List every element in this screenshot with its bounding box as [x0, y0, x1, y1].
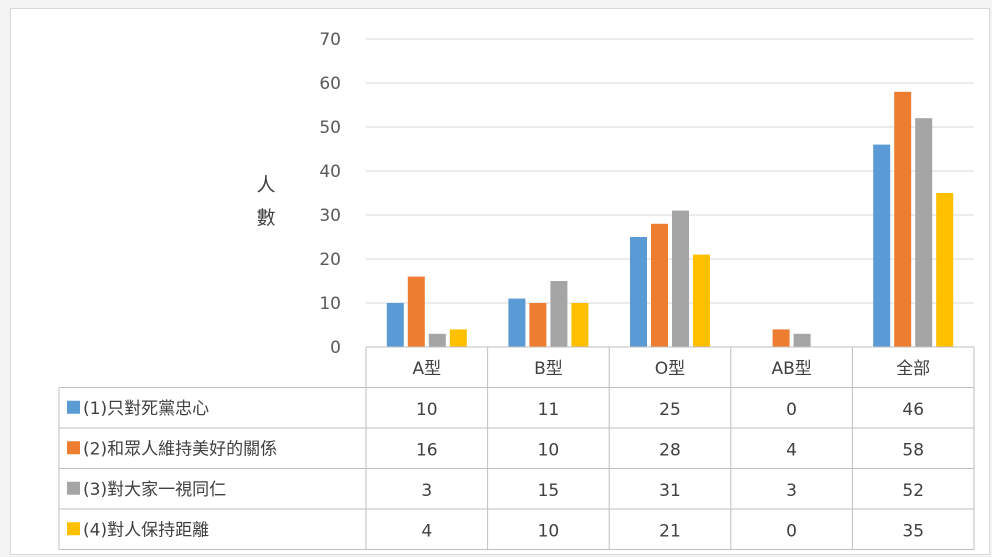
y-tick-label: 60	[319, 74, 341, 94]
data-cell: 10	[416, 400, 438, 420]
bar	[508, 298, 526, 347]
bar	[672, 210, 689, 347]
data-cell: 4	[786, 440, 797, 460]
data-cell: 4	[421, 521, 432, 541]
y-tick-label: 0	[330, 338, 341, 358]
data-cell: 11	[538, 400, 560, 420]
data-cell: 0	[786, 521, 797, 541]
y-tick-label: 50	[319, 118, 341, 138]
legend-label: (2)和眾人維持美好的關係	[83, 439, 277, 459]
data-cell: 46	[902, 400, 924, 420]
bar	[873, 144, 891, 347]
bar	[550, 281, 568, 347]
data-cell: 35	[902, 521, 924, 541]
chart-frame: 0 10 20 30 40 50 60 70 人數 A型 B型 O型 AB型 全部 (1)只對死黨忠心 10 1…	[10, 8, 990, 555]
legend-label: (1)只對死黨忠心	[83, 399, 209, 419]
data-cell: 10	[538, 521, 560, 541]
bar	[630, 237, 647, 347]
data-cell: 31	[659, 481, 681, 501]
bar	[529, 303, 547, 347]
data-cell: 16	[416, 440, 438, 460]
bar	[449, 329, 467, 347]
x-category-label: O型	[655, 359, 685, 379]
legend-label: (4)對人保持距離	[83, 520, 209, 540]
y-axis-label: 人	[256, 174, 275, 196]
data-cell: 10	[538, 440, 560, 460]
data-cell: 58	[902, 440, 924, 460]
bar	[793, 333, 811, 347]
bar	[693, 254, 710, 347]
bar	[428, 333, 446, 347]
bar	[936, 193, 954, 347]
bar	[651, 223, 668, 347]
data-cell: 3	[421, 481, 432, 501]
data-cell: 3	[786, 481, 797, 501]
legend-swatch	[67, 400, 80, 414]
y-tick-label: 30	[319, 206, 341, 226]
x-category-label: B型	[534, 359, 563, 379]
y-tick-label: 70	[319, 30, 341, 50]
legend-swatch	[67, 441, 80, 455]
data-cell: 0	[786, 400, 797, 420]
data-cell: 28	[659, 440, 681, 460]
x-category-label: AB型	[771, 359, 811, 379]
bar	[571, 303, 589, 347]
bar	[772, 329, 790, 347]
bar	[386, 303, 404, 347]
legend-label: (3)對大家一視同仁	[83, 480, 226, 500]
legend-swatch	[67, 481, 80, 495]
bar	[407, 276, 425, 347]
x-category-label: 全部	[896, 359, 930, 379]
data-cell: 25	[659, 400, 681, 420]
x-category-label: A型	[412, 359, 441, 379]
data-cell: 21	[659, 521, 681, 541]
y-tick-label: 20	[319, 250, 341, 270]
legend-swatch	[67, 522, 80, 536]
y-tick-label: 40	[319, 162, 341, 182]
data-cell: 52	[902, 481, 924, 501]
data-cell: 15	[538, 481, 560, 501]
y-axis-label: 數	[256, 207, 275, 229]
bar	[915, 118, 933, 347]
y-tick-label: 10	[319, 294, 341, 314]
bar	[894, 91, 912, 347]
